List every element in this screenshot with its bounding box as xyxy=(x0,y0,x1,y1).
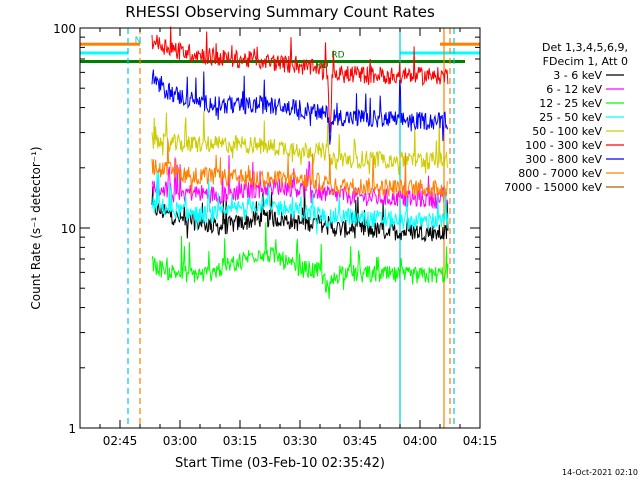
series-line-7 xyxy=(151,138,449,203)
level-segment-1 xyxy=(80,51,128,55)
axes: 02:45 03:00 03:15 03:30 03:45 04:00 04:15 1 10 10… xyxy=(53,22,497,448)
x-tick-label-0: 02:45 xyxy=(103,434,138,448)
legend-label-2: 12 - 25 keV xyxy=(539,97,602,110)
legend-header-1: FDecim 1, Att 0 xyxy=(543,55,628,68)
x-tick-label-1: 03:00 xyxy=(163,434,198,448)
legend-label-0: 3 - 6 keV xyxy=(553,69,602,82)
legend-label-6: 300 - 800 keV xyxy=(525,153,602,166)
level-segment-2 xyxy=(440,42,480,46)
legend-label-1: 6 - 12 keV xyxy=(546,83,602,96)
legend-label-5: 100 - 300 keV xyxy=(525,139,602,152)
legend: Det 1,3,4,5,6,9,FDecim 1, Att 03 - 6 keV… xyxy=(504,41,628,194)
annotation-2: RD xyxy=(331,51,344,61)
x-tick-label-6: 04:15 xyxy=(463,434,498,448)
timestamp-label: 14-Oct-2021 02:10 xyxy=(562,468,638,477)
legend-label-7: 800 - 7000 keV xyxy=(518,167,602,180)
legend-label-3: 25 - 50 keV xyxy=(539,111,602,124)
y-axis-label: Count Rate (s⁻¹ detector⁻¹) xyxy=(29,146,43,309)
level-segment-3 xyxy=(400,51,480,55)
chart-title: RHESSI Observing Summary Count Rates xyxy=(125,3,435,21)
x-tick-label-2: 03:15 xyxy=(223,434,258,448)
series-line-0 xyxy=(151,182,449,243)
x-tick-label-3: 03:30 xyxy=(283,434,318,448)
x-tick-label-5: 04:00 xyxy=(403,434,438,448)
legend-header-0: Det 1,3,4,5,6,9, xyxy=(542,41,628,54)
x-tick-label-4: 03:45 xyxy=(343,434,378,448)
series-line-2 xyxy=(151,222,449,300)
series-line-4 xyxy=(151,111,449,175)
x-axis-label: Start Time (03-Feb-10 02:35:42) xyxy=(175,456,385,471)
y-tick-label-1: 10 xyxy=(61,222,76,236)
level-segment-0 xyxy=(80,42,140,46)
annotation-0: N xyxy=(135,36,142,46)
legend-label-4: 50 - 100 keV xyxy=(532,125,602,138)
y-tick-label-0: 1 xyxy=(68,422,76,436)
series-line-3 xyxy=(151,168,449,235)
y-tick-label-2: 100 xyxy=(53,22,76,36)
series-line-6 xyxy=(151,69,449,145)
annotation-1: RD xyxy=(315,61,328,71)
green-band xyxy=(80,59,465,63)
series-line-5 xyxy=(151,26,449,133)
legend-label-8: 7000 - 15000 keV xyxy=(504,181,602,194)
series-line-1 xyxy=(151,155,449,209)
